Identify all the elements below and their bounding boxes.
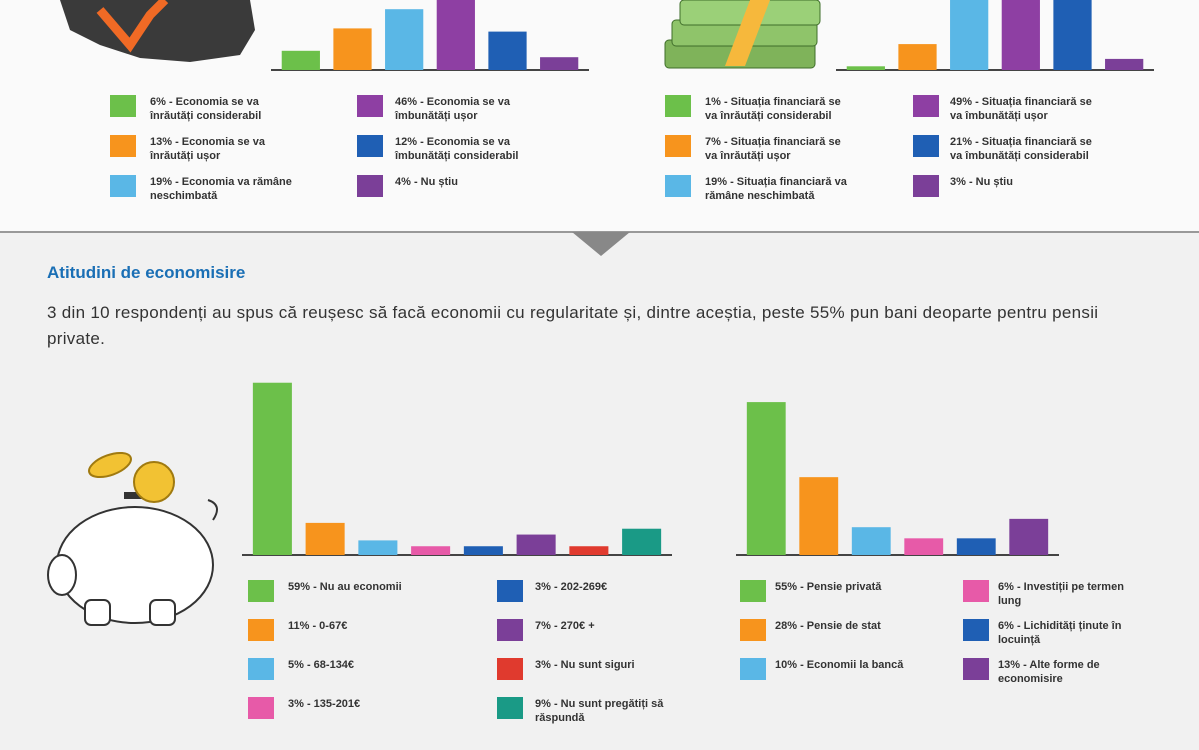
arrow [572,232,630,256]
legend-swatch [248,580,274,602]
bar [1001,0,1040,70]
legend-label: 7% - 270€ + [535,620,595,632]
bar [799,477,839,555]
legend-swatch [963,619,989,641]
money-icon [664,0,821,69]
legend-swatch [110,95,136,117]
legend-label: 6% - Investiții pe termen lung [998,581,1124,607]
legend-label: 59% - Nu au economii [288,581,402,593]
legend-label: 1% - Situația financiară se va înrăutăți… [705,96,841,122]
bar [950,0,989,71]
legend-swatch [913,175,939,197]
legend-swatch [497,580,523,602]
bar [436,0,475,70]
legend-label: 5% - 68-134€ [288,659,355,671]
bar [956,538,996,555]
legend-label: 9% - Nu sunt pregătiți să răspundă [535,698,664,724]
bar [281,50,320,70]
bar [385,9,424,70]
bar [622,528,662,555]
legend-swatch [497,658,523,680]
legend-label: 13% - Alte forme de economisire [998,659,1100,685]
section-title: Atitudini de economisire [47,263,246,282]
legend-swatch [357,95,383,117]
bar [488,31,527,71]
legend-label: 10% - Economii la bancă [775,659,904,671]
legend-swatch [248,619,274,641]
bar [904,538,944,555]
bar [540,57,579,70]
legend-swatch [740,580,766,602]
legend-label: 3% - 135-201€ [288,698,361,710]
bar [746,402,786,555]
bar [1053,0,1092,70]
legend-label: 3% - Nu știu [950,176,1013,188]
legend-label: 19% - Economia va rămâne neschimbată [150,176,292,202]
legend-swatch [913,135,939,157]
bar [516,534,556,555]
bar [305,522,345,555]
bar [898,44,937,70]
legend-swatch [248,697,274,719]
legend-swatch [913,95,939,117]
legend-label: 55% - Pensie privată [775,581,882,593]
legend-swatch [497,697,523,719]
legend-swatch [740,658,766,680]
bar [1105,58,1144,70]
legend-label: 13% - Economia se va înrăutăți ușor [150,136,265,162]
map-icon [60,0,255,62]
legend-label: 12% - Economia se va îmbunătăți consider… [395,136,519,162]
bar [411,546,451,555]
legend-swatch [357,175,383,197]
legend-label: 11% - 0-67€ [288,620,348,632]
bar [1009,518,1049,555]
legend-swatch [665,175,691,197]
legend-swatch [963,658,989,680]
legend-swatch [248,658,274,680]
legend-label: 6% - Lichidități ținute în locuință [998,620,1122,646]
bar [846,66,885,70]
legend-swatch [665,135,691,157]
section-text: 3 din 10 respondenți au spus că reușesc … [47,303,1099,348]
bar [463,546,503,555]
legend-label: 49% - Situația financiară se va îmbunătă… [950,96,1092,122]
bar [358,540,398,555]
legend-swatch [740,619,766,641]
legend-swatch [963,580,989,602]
legend-swatch [497,619,523,641]
bar [252,382,292,555]
legend-label: 6% - Economia se va înrăutăți considerab… [150,96,262,122]
bar [851,527,891,555]
bar [333,28,372,70]
legend-label: 3% - Nu sunt siguri [535,659,635,671]
legend-label: 21% - Situația financiară se va îmbunătă… [950,136,1092,162]
piggy-icon [47,451,218,626]
legend-swatch [665,95,691,117]
legend-label: 4% - Nu știu [395,176,458,188]
legend-label: 28% - Pensie de stat [775,620,881,632]
legend-label: 7% - Situația financiară se va înrăutăți… [705,136,841,162]
legend-label: 3% - 202-269€ [535,581,608,593]
legend-swatch [357,135,383,157]
legend-swatch [110,175,136,197]
legend-label: 19% - Situația financiară va rămâne nesc… [705,176,847,202]
legend-swatch [110,135,136,157]
bar [569,546,609,555]
legend-label: 46% - Economia se va îmbunătăți ușor [395,96,510,122]
